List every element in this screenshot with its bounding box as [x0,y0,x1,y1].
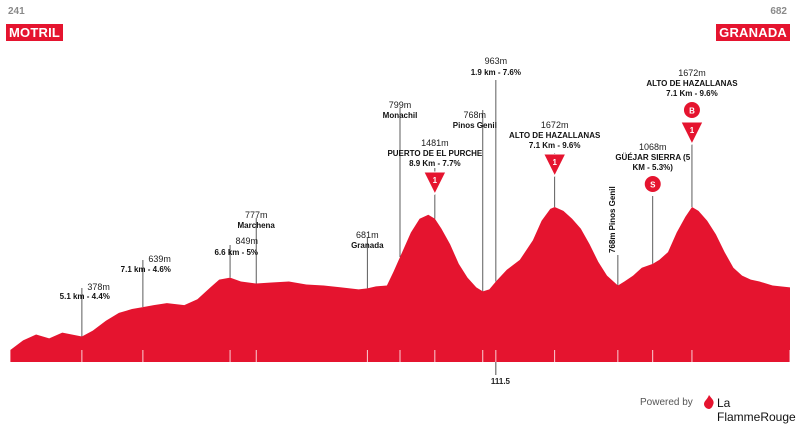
annotation-name-1: 7.1 km - 4.6% [121,265,171,274]
annotation-name-10: 768m Pinos Genil [608,186,617,253]
start-altitude: 241 [8,6,25,17]
km-tick-label-8: 108.5 [478,367,499,376]
km-tick-label-7: 97.5 [430,367,446,376]
annotation-name-7: Pinos Genil [453,121,497,130]
km-tick-label-9: 111.5 [491,377,511,386]
annotation-name-6: PUERTO DE EL PURCHE [387,149,482,158]
finish-altitude: 682 [770,6,787,17]
annotation-detail-9: 7.1 Km - 9.6% [529,141,581,150]
km-tick-label-11: 139.5 [613,367,634,376]
annotation-altitude-4: 681m [356,230,379,240]
sprint-badge-icon-11 [644,176,661,192]
annotation-name-3: Marchena [238,221,276,230]
elevation-profile-area [10,207,790,362]
powered-by-label: Powered by [640,397,693,408]
annotation-detail-12: 7.1 Km - 9.6% [666,89,718,98]
brand-name: La FlammeRouge [717,396,796,424]
finish-town: GRANADA [716,24,790,41]
annotation-altitude-6: 1481m [421,138,449,148]
km-tick-label-5: 82 [362,367,371,376]
km-tick-label-0: 0 [10,367,15,376]
annotation-altitude-12: 1672m [678,68,706,78]
annotation-altitude-1: 639m [148,254,171,264]
climb-category-label-12: 1 [690,126,695,135]
annotation-altitude-8: 963m [485,56,508,66]
annotation-detail-6: 8.9 Km - 7.7% [409,159,461,168]
annotation-name-2: 6.6 km - 5% [214,248,258,257]
km-tick-label-2: 30.5 [138,367,154,376]
km-tick-label-13: 156.5 [687,367,708,376]
annotation-altitude-11: 1068m [639,142,667,152]
annotation-name-0: 5.1 km - 4.4% [60,292,110,301]
annotation-name-11: GÜÉJAR SIERRA (5 [615,153,690,162]
climb-category-label-6: 1 [433,176,438,185]
annotation-altitude-9: 1672m [541,120,569,130]
climb-category-icon-12 [680,121,704,146]
annotation-name-8: 1.9 km - 7.6% [471,68,521,77]
annotation-name-12: ALTO DE HAZALLANAS [646,79,738,88]
annotation-name-4: Granada [351,241,384,250]
annotation-altitude-0: 378m [87,282,110,292]
km-tick-label-6: 89.5 [395,367,411,376]
climb-category-icon-9 [542,153,567,178]
sprint-badge-letter-11: S [650,181,656,190]
annotation-altitude-7: 768m [464,110,487,120]
climb-markers: 1 1 S B 1 [423,102,704,196]
km-tick-label-12: 147.5 [648,367,669,376]
annotation-altitude-2: 849m [236,236,259,246]
flamme-rouge-logo-icon [704,395,714,409]
km-tick-label-4: 56.5 [251,367,267,376]
km-tick-label-10: 125 [550,367,564,376]
km-tick-label-3: 50.5 [225,367,241,376]
km-tick-label-1: 16.5 [77,367,93,376]
start-town: MOTRIL [6,24,64,41]
sprint-badge-icon-12 [683,102,700,118]
climb-category-icon-6 [423,171,447,196]
annotation-name-5: Monachil [383,111,418,120]
annotation-name-9: ALTO DE HAZALLANAS [509,131,601,140]
km-tick-label-14: 179 [780,367,794,376]
sprint-badge-letter-12: B [689,107,695,116]
climb-category-label-9: 1 [552,158,557,167]
annotation-altitude-5: 799m [389,100,412,110]
annotation-detail-11: KM - 5.3%) [633,163,674,172]
annotation-altitude-3: 777m [245,210,268,220]
